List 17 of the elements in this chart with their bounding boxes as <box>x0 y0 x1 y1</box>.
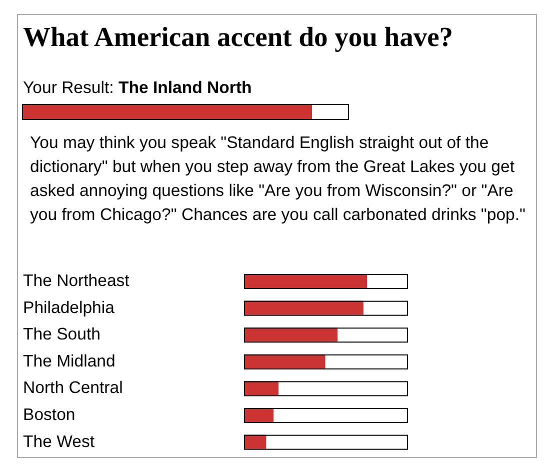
bar <box>244 381 278 396</box>
y-tick-label: The West <box>23 432 95 451</box>
annotation: You may think you speak "Standard English straight out of the dictionary" but when you step away from the Great Lakes you get asked annoying questions like "Are you from Wisconsin?" or "Are you from Chicago?" Chances are you call carbonated drinks "pop." <box>30 133 526 224</box>
y-tick-label: Philadelphia <box>23 298 116 317</box>
y-tick-label: The Midland <box>23 351 116 370</box>
chart-title: What American accent do you have? <box>23 21 454 52</box>
bar <box>244 328 338 342</box>
y-tick-label: The Inland North <box>118 78 252 97</box>
bar <box>244 354 326 368</box>
y-tick-label: North Central <box>23 378 123 398</box>
y-tick-label: The South <box>23 324 100 344</box>
bar <box>244 300 364 315</box>
y-tick-label: The Northeast <box>23 271 130 290</box>
bar <box>244 274 368 288</box>
text: Your Result: <box>23 78 118 97</box>
bar <box>244 408 274 422</box>
y-tick-label: Boston <box>23 405 76 424</box>
